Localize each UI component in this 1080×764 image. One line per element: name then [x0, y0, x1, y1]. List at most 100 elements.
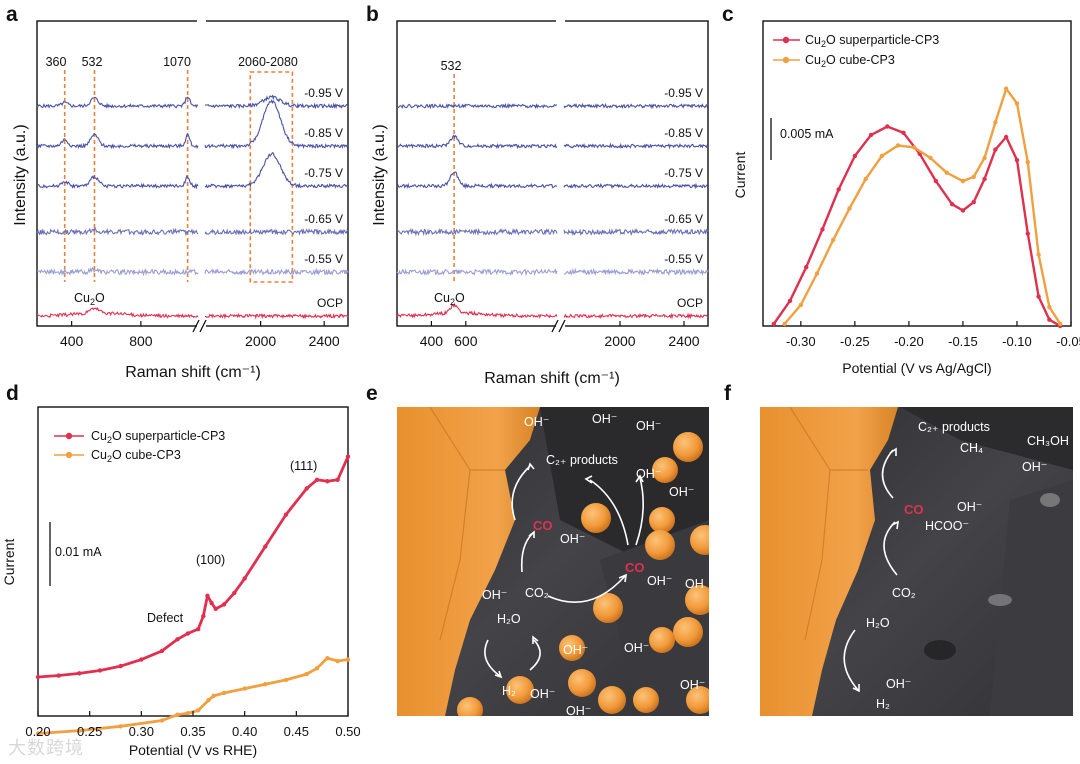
c-series-1-point-9: [928, 155, 933, 161]
c-series-0-point-16: [1003, 134, 1009, 140]
e-particle-10: [559, 635, 585, 661]
d-series-0-point-5: [139, 657, 144, 662]
a-guide-box: [249, 71, 294, 283]
d-series-1-point-14: [314, 666, 320, 671]
panel-a-curves: [36, 94, 349, 320]
panel-a-ylabel: Intensity (a.u.): [12, 124, 29, 225]
c-series-0-point-11: [949, 202, 955, 207]
c-series-0-line: [772, 125, 1061, 328]
panel-letter-d: d: [6, 382, 19, 405]
d-series-1-point-7: [206, 698, 211, 703]
d-series-0-point-22: [335, 477, 340, 482]
d-xtick-label-4: 0.40: [232, 724, 257, 739]
c-series-0-point-0: [771, 321, 777, 327]
e-particle-4: [690, 525, 709, 555]
e-particle-0: [673, 432, 703, 462]
d-series-0-line: [37, 456, 350, 679]
panel-a-peak-label-532: 532: [82, 55, 103, 69]
c-series-0-point-7: [885, 124, 890, 129]
panel-letter-c: c: [722, 3, 734, 26]
e-particle-8: [673, 617, 703, 647]
a-series-label-2: -0.75 V: [304, 166, 343, 180]
panel-a-ticks: 400 800 2000 2400: [60, 321, 340, 349]
e-labels-16: H₂: [502, 684, 516, 698]
panel-d-legend-superparticle: Cu2O superparticle-CP3: [91, 429, 225, 445]
panel-b-ticks: 400 600 2000 2400: [420, 321, 700, 349]
a-xtick-label-0: 400: [60, 333, 84, 349]
b-series-4-seg-0: [396, 268, 558, 277]
c-series-0-point-12: [960, 208, 966, 213]
e-particle-15: [457, 697, 483, 716]
b-series-1-seg-0: [396, 134, 558, 149]
panel-e-arrows: [484, 462, 644, 679]
b-series-4-seg-1: [563, 267, 709, 277]
panel-b-frame: [396, 20, 709, 327]
c-series-0-point-14: [982, 176, 987, 182]
d-series-0-point-14: [221, 602, 227, 607]
c-series-0-point-15: [993, 147, 998, 152]
d-series-0-point-23: [345, 454, 351, 459]
c-series-0-point-13: [971, 199, 976, 205]
d-series-1-point-0: [35, 731, 41, 736]
c-series-1-point-13: [982, 155, 987, 161]
b-series-2-seg-1: [563, 182, 708, 190]
e-labels-10: OH: [685, 577, 704, 591]
d-series-1-point-16: [335, 658, 340, 664]
b-series-5-seg-1: [563, 312, 709, 320]
a-series-0-seg-1: [204, 94, 349, 110]
e-labels-11: OH⁻: [482, 588, 507, 602]
panel-d-legend: Cu2O superparticle-CP3 Cu2O cube-CP3: [54, 429, 225, 464]
e-labels-17: OH⁻: [530, 687, 555, 701]
c-xtick-label-0: -0.30: [786, 334, 816, 349]
a-series-label-1: -0.85 V: [304, 126, 343, 140]
d-series-0-point-12: [209, 600, 214, 606]
panel-letter-b: b: [366, 3, 379, 26]
d-series-1-line: [37, 656, 349, 735]
panel-d-annotation-defect: Defect: [147, 611, 184, 625]
d-series-1-point-10: [242, 686, 247, 691]
a-series-label-4: -0.55 V: [304, 252, 343, 266]
panel-c-ylabel: Current: [732, 152, 748, 199]
d-series-1-point-4: [175, 712, 180, 717]
panel-f-arrows: [843, 447, 900, 693]
panel-a-axis-break: [192, 319, 207, 333]
d-series-1-point-9: [221, 690, 227, 696]
b-series-0-seg-1: [563, 102, 709, 110]
c-series-1-point-10: [944, 170, 949, 175]
d-series-0-point-8: [185, 631, 191, 636]
e-labels-14: OH⁻: [563, 643, 588, 657]
d-series-1-point-15: [325, 655, 330, 661]
panel-c-frame: [762, 20, 1072, 327]
panel-c-curves: [771, 86, 1063, 329]
e-labels-7: OH⁻: [560, 532, 585, 546]
d-series-1-point-6: [195, 708, 201, 713]
c-series-0-point-2: [804, 265, 809, 270]
c-series-1-point-3: [831, 237, 836, 243]
panel-b-labels: -0.95 V -0.85 V -0.75 V -0.65 V -0.55 V OCP: [664, 86, 703, 310]
e-labels-19: OH⁻: [680, 678, 705, 692]
a-xtick-label-1: 800: [129, 333, 153, 349]
d-series-0-point-13: [213, 606, 218, 612]
d-series-0-point-15: [232, 590, 237, 596]
panel-c-scale-bar-label: 0.005 mA: [780, 127, 834, 141]
b-xtick-label-0: 400: [420, 333, 444, 349]
e-particle-7: [593, 593, 623, 623]
b-series-5-seg-0: [396, 302, 558, 319]
d-series-1-point-13: [304, 671, 309, 677]
e-labels-9: OH⁻: [647, 574, 672, 588]
f-labels-8: H₂O: [866, 616, 890, 630]
b-series-label-2: -0.75 V: [664, 166, 703, 180]
e-particle-6: [685, 585, 709, 615]
panel-d-lsv-chart: 0.20 0.25 0.30 0.35 0.40 0.45 0.50 Cu2O superp…: [1, 406, 361, 758]
a-series-5-seg-1: [205, 312, 349, 320]
d-series-1-point-17: [345, 657, 351, 662]
d-series-1-point-5: [185, 711, 191, 716]
d-xtick-label-3: 0.35: [180, 724, 205, 739]
panel-b-xlabel: Raman shift (cm⁻¹): [484, 370, 620, 387]
panel-b-curves: [396, 102, 709, 320]
f-labels-9: OH⁻: [886, 677, 911, 691]
panel-d-ticks: 0.20 0.25 0.30 0.35 0.40 0.45 0.50: [25, 711, 361, 739]
panel-a-raman-chart: -0.95 V -0.85 V -0.75 V -0.65 V -0.55 V OCP 4…: [12, 14, 349, 381]
